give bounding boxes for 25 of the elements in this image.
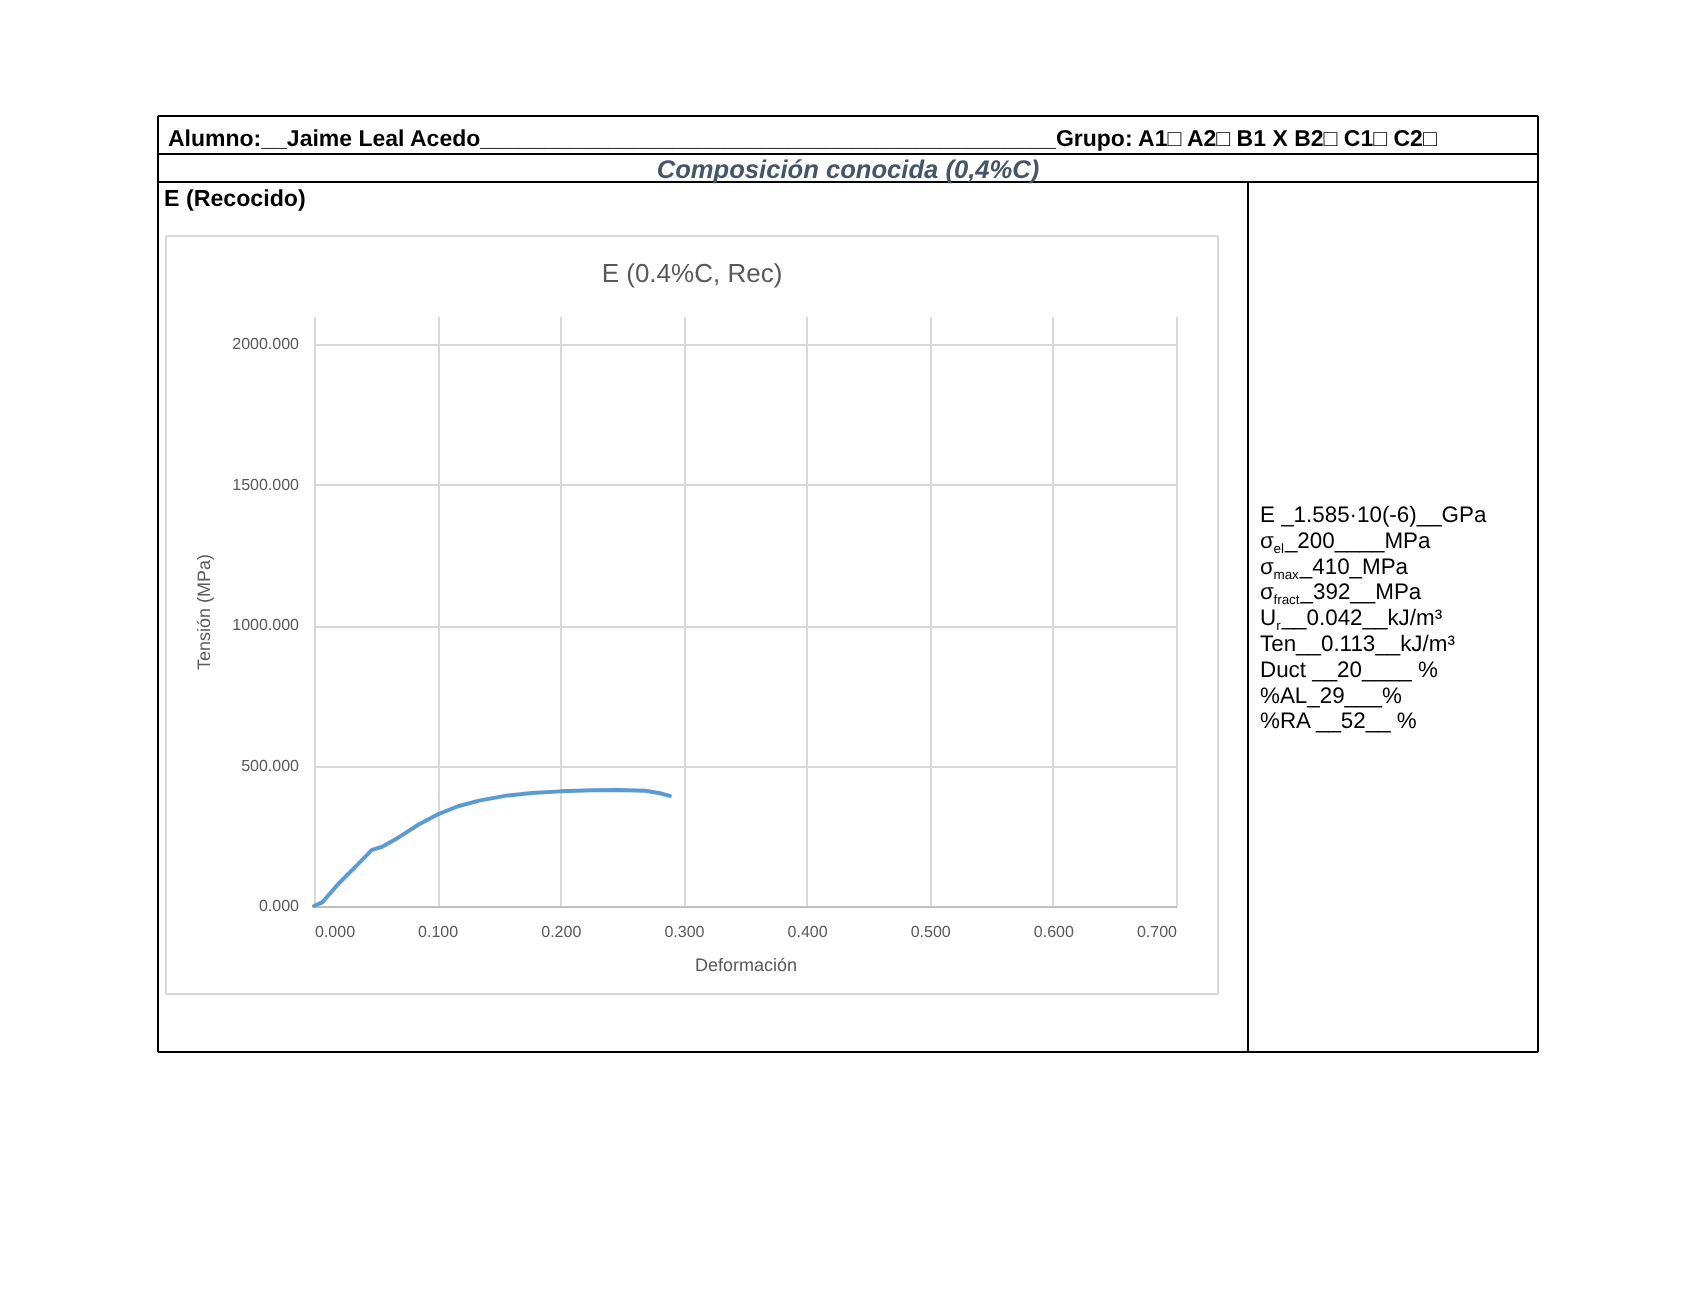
text: Composición conocida (0,4%C) (656, 154, 1040, 184)
x-tick-label: 0.400 (787, 923, 829, 941)
x-axis-title: Deformación (694, 955, 798, 975)
line-series (312, 787, 672, 908)
x-tick-label: 0.100 (418, 923, 460, 941)
text: Ten__0.113__kJ/m³ (1260, 633, 1456, 657)
y-tick-label: 1000.000 (232, 616, 301, 635)
x-tick-label: 0.000 (315, 923, 357, 941)
y-tick-label: 2000.000 (232, 335, 301, 354)
x-tick-label: 0.700 (1136, 923, 1179, 941)
y-tick-label: 1500.000 (232, 475, 301, 494)
y-tick-label: 0.000 (258, 897, 301, 915)
y-tick-label: 500.000 (241, 756, 301, 775)
text: %RA __52__ % (1260, 710, 1417, 735)
x-tick-label: 0.600 (1033, 923, 1075, 941)
text: %AL_29___% (1260, 684, 1402, 709)
text: E (Recocido) (164, 186, 306, 212)
text: Alumno:__Jaime Leal Acedo_____________________________________________Grupo: A1□ A2□ B1 X B2□ C1□ C2□ (168, 128, 1437, 152)
chart-title: E (0.4%C, Rec) (601, 258, 783, 288)
text: Duct __20____ % (1260, 658, 1438, 683)
x-tick-label: 0.300 (664, 923, 706, 941)
y-axis-title: Tensión (MPa) (194, 553, 215, 671)
x-tick-label: 0.200 (541, 923, 583, 941)
text: E _1.585·10(-6)__GPa (1260, 504, 1488, 528)
x-tick-label: 0.500 (910, 923, 952, 941)
